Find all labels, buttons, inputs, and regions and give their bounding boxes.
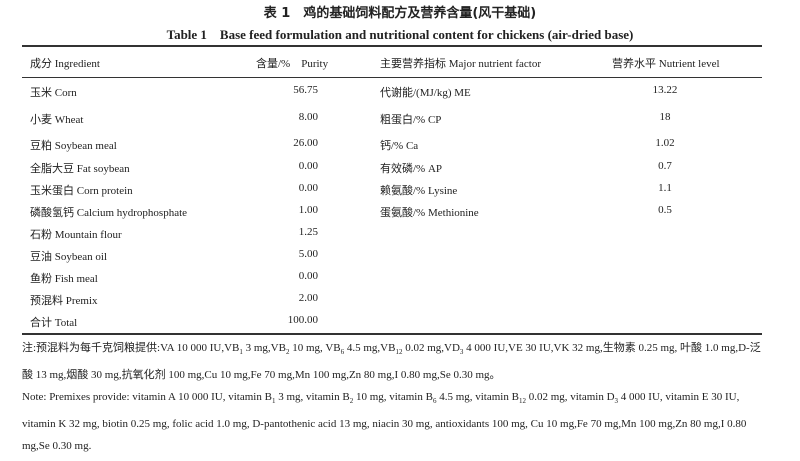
- row-ingredient: 石粉 Mountain flour: [30, 229, 122, 241]
- row-ingredient: 磷酸氢钙 Calcium hydrophosphate: [30, 207, 188, 219]
- bottom-rule: [22, 333, 762, 335]
- top-rule: [22, 45, 762, 47]
- header-rule: [22, 77, 762, 78]
- row-purity: 1.25: [298, 226, 318, 238]
- note-segment: 6: [340, 348, 345, 357]
- note-segment: 3 mg,VB: [242, 342, 286, 354]
- row-ingredient: 玉米蛋白 Corn protein: [30, 185, 133, 197]
- header-ingredient: 成分 Ingredient: [30, 58, 100, 70]
- note-segment: 4.5 mg,VB: [344, 342, 396, 354]
- row-purity: 8.00: [298, 111, 318, 123]
- note-segment: 10 mg, vitamin B: [353, 391, 433, 404]
- row-ingredient: 豆油 Soybean oil: [30, 251, 107, 263]
- row-purity: 0.00: [298, 270, 318, 282]
- row-ingredient: 鱼粉 Fish meal: [30, 273, 98, 285]
- row-nutrient: 赖氨酸/% Lysine: [380, 185, 458, 197]
- note-segment: 3: [459, 348, 464, 357]
- note-segment: 4.5 mg, vitamin B: [436, 391, 519, 404]
- row-nutrient: 粗蛋白/% CP: [380, 114, 442, 126]
- row-purity: 0.00: [298, 182, 318, 194]
- row-ingredient: 全脂大豆 Fat soybean: [30, 163, 130, 175]
- note-segment: 注:预混料为每千克饲粮提供:VA 10 000 IU,VB: [22, 342, 240, 354]
- header-purity: 含量/% Purity: [256, 58, 329, 70]
- header-level: 营养水平 Nutrient level: [612, 58, 720, 70]
- note-cn: 注:预混料为每千克饲粮提供:VA 10 000 IU,VB1 3 mg,VB2 …: [22, 337, 767, 386]
- note-segment: 2: [285, 348, 290, 357]
- note-segment: 1: [239, 348, 243, 357]
- row-level: 0.5: [658, 204, 672, 216]
- note-segment: 2: [349, 397, 354, 406]
- row-nutrient: 蛋氨酸/% Methionine: [380, 207, 479, 219]
- row-level: 1.1: [658, 182, 672, 194]
- row-purity: 0.00: [298, 160, 318, 172]
- row-purity: 5.00: [298, 248, 318, 260]
- total-value: 100.00: [287, 314, 318, 326]
- row-level: 18: [659, 111, 671, 123]
- header-nutrient: 主要营养指标 Major nutrient factor: [380, 58, 541, 70]
- note-segment: 3 mg, vitamin B: [275, 391, 350, 404]
- row-nutrient: 钙/% Ca: [380, 140, 419, 152]
- row-nutrient: 代谢能/(MJ/kg) ME: [380, 87, 471, 99]
- row-level: 0.7: [658, 160, 672, 172]
- note-segment: 6: [432, 397, 437, 406]
- row-ingredient: 玉米 Corn: [30, 87, 77, 99]
- row-ingredient: 预混料 Premix: [30, 295, 98, 307]
- notes: 注:预混料为每千克饲粮提供:VA 10 000 IU,VB1 3 mg,VB2 …: [22, 337, 767, 458]
- note-segment: 4 000 IU, vitamin E 30 IU, vitamin K 32 …: [22, 391, 747, 453]
- row-purity: 26.00: [293, 137, 318, 149]
- note-segment: 10 mg, VB: [289, 342, 341, 354]
- row-nutrient: 有效磷/% AP: [380, 163, 443, 175]
- note-segment: 12: [395, 348, 403, 357]
- row-purity: 56.75: [293, 84, 318, 96]
- row-level: 1.02: [655, 137, 675, 149]
- row-ingredient: 豆粕 Soybean meal: [30, 140, 117, 152]
- table-title-cn: 表 1 鸡的基础饲料配方及营养含量(风干基础): [263, 6, 537, 21]
- note-segment: Note: Premixes provide: vitamin A 10 000…: [22, 391, 272, 404]
- row-purity: 2.00: [298, 292, 318, 304]
- note-segment: 0.02 mg,VD: [402, 342, 460, 354]
- total-label: 合计 Total: [30, 317, 78, 329]
- note-segment: 0.02 mg, vitamin D: [525, 391, 615, 404]
- row-purity: 1.00: [298, 204, 318, 216]
- note-segment: 12: [518, 397, 526, 406]
- note-en: Note: Premixes provide: vitamin A 10 000…: [22, 386, 767, 458]
- note-segment: 3: [614, 397, 619, 406]
- note-segment: 4 000 IU,VE 30 IU,VK 32 mg,生物素 0.25 mg, …: [22, 342, 761, 381]
- row-ingredient: 小麦 Wheat: [30, 114, 84, 126]
- table-title-en: Table 1 Base feed formulation and nutrit…: [166, 27, 634, 42]
- note-segment: 1: [271, 397, 276, 406]
- row-level: 13.22: [652, 84, 678, 96]
